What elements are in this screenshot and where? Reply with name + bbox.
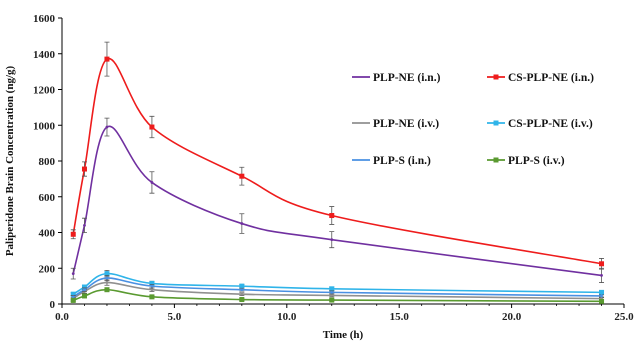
legend-item: PLP-NE (i.n.) [352, 72, 441, 84]
data-point [330, 238, 334, 242]
legend-marker [493, 74, 499, 80]
data-point [70, 297, 76, 303]
data-point [105, 125, 109, 129]
x-axis-title: Time (h) [323, 329, 364, 341]
data-point [83, 288, 86, 292]
data-point [599, 298, 605, 304]
data-point [150, 181, 154, 184]
legend-item: PLP-S (i.v.) [487, 155, 565, 167]
data-point [105, 281, 109, 284]
y-tick-label: 0 [50, 299, 56, 311]
series-line [72, 57, 602, 265]
y-tick-label: 600 [39, 192, 56, 204]
y-tick-label: 1600 [33, 13, 56, 25]
data-point [83, 223, 86, 227]
legend-item: CS-PLP-NE (i.v.) [487, 118, 593, 130]
data-point [599, 261, 605, 267]
y-axis-title: Paliperidone Brain Concentration (ng/g) [4, 65, 16, 256]
y-tick-label: 400 [39, 228, 56, 240]
chart-legend: PLP-NE (i.n.) CS-PLP-NE (i.n.) PLP-NE (i.v… [352, 72, 594, 167]
data-point [104, 56, 110, 62]
data-point [150, 288, 154, 292]
y-tick-label: 800 [39, 156, 56, 168]
legend-label: CS-PLP-NE (i.n.) [508, 72, 594, 84]
series-line [72, 281, 602, 300]
data-point [105, 276, 109, 280]
legend-item: PLP-NE (i.v.) [352, 118, 439, 130]
data-point [600, 274, 603, 277]
legend-label: PLP-NE (i.v.) [373, 118, 439, 130]
data-point [81, 166, 87, 172]
legend-marker [493, 157, 499, 163]
data-point [81, 284, 87, 290]
legend-item: PLP-S (i.n.) [352, 155, 431, 167]
legend-label: CS-PLP-NE (i.v.) [508, 118, 593, 130]
x-tick-label: 25.0 [614, 311, 634, 323]
data-point [329, 286, 335, 292]
series-line [72, 277, 602, 298]
series-0 [70, 117, 605, 283]
legend-label: PLP-S (i.v.) [508, 155, 565, 167]
data-point [71, 295, 75, 299]
y-tick-label: 1000 [33, 120, 56, 132]
x-tick-label: 10.0 [277, 311, 297, 323]
data-point [104, 287, 110, 293]
y-tick-label: 1400 [33, 49, 56, 61]
data-point [599, 289, 605, 295]
data-point [330, 294, 334, 297]
series-5 [70, 287, 605, 304]
y-tick-label: 1200 [33, 85, 56, 97]
data-point [71, 272, 75, 276]
data-point [104, 271, 110, 277]
series-1 [70, 41, 605, 270]
x-tick-label: 5.0 [168, 311, 182, 323]
data-point [239, 283, 245, 289]
series-line [72, 125, 602, 277]
data-point [81, 293, 87, 299]
data-point [329, 213, 335, 219]
data-point [239, 297, 245, 303]
legend-label: PLP-NE (i.n.) [373, 72, 441, 84]
legend-label: PLP-S (i.n.) [373, 155, 431, 167]
data-point [239, 173, 245, 179]
data-point [330, 290, 334, 294]
y-tick-label: 200 [39, 263, 56, 275]
data-point [149, 280, 155, 286]
data-point [150, 284, 154, 288]
data-point [149, 294, 155, 300]
x-tick-label: 20.0 [502, 311, 522, 323]
data-point [329, 297, 335, 303]
x-tick-label: 0.0 [55, 311, 69, 323]
data-point [240, 222, 244, 225]
legend-marker [493, 120, 499, 126]
data-point [240, 292, 244, 296]
legend-item: CS-PLP-NE (i.n.) [487, 72, 594, 84]
data-point [70, 231, 76, 237]
x-tick-label: 15.0 [390, 311, 410, 323]
data-point [600, 294, 603, 298]
data-point [70, 291, 76, 297]
data-point [240, 288, 244, 292]
data-point [149, 124, 155, 130]
